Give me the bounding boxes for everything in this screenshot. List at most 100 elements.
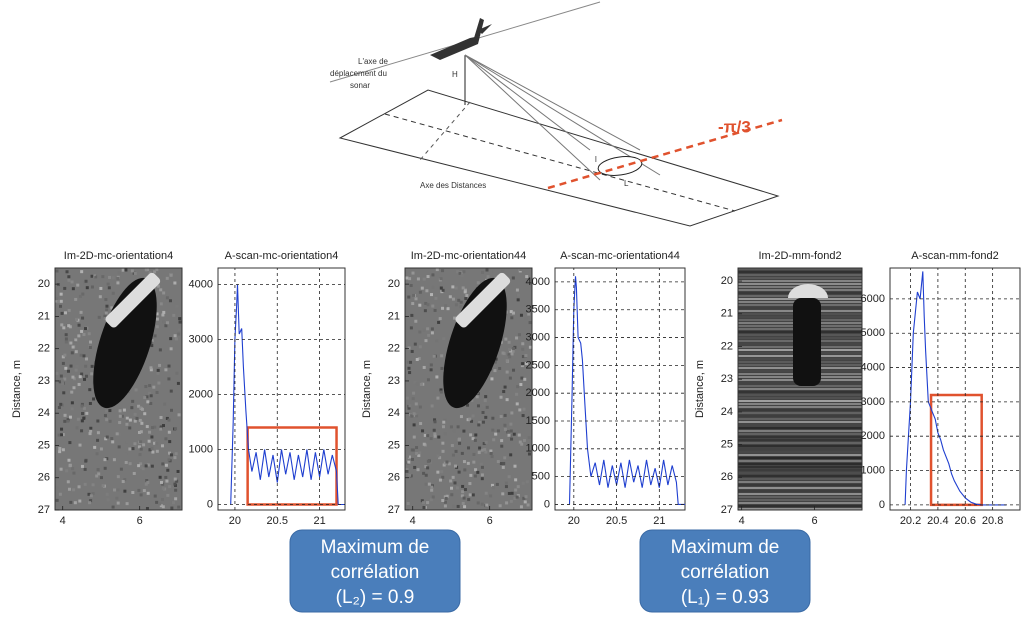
image-panel	[404, 267, 533, 511]
image-speckle	[143, 396, 147, 400]
image-speckle	[116, 488, 120, 492]
image-speckle	[80, 402, 84, 406]
image-speckle	[454, 286, 458, 290]
image-speckle	[491, 486, 495, 490]
image-speckle	[407, 455, 411, 459]
image-stripe	[738, 277, 862, 279]
image-speckle	[503, 423, 507, 427]
image-speckle	[524, 354, 528, 358]
image-stripe	[738, 394, 862, 396]
image-speckle	[144, 385, 148, 389]
image-speckle	[105, 492, 109, 496]
image-speckle	[148, 448, 152, 452]
image-speckle	[148, 430, 152, 434]
image-stripe	[738, 499, 862, 501]
image-speckle	[512, 432, 516, 436]
image-speckle	[498, 504, 502, 508]
image-speckle	[419, 422, 423, 426]
image-speckle	[124, 460, 128, 464]
image-speckle	[430, 327, 434, 331]
image-speckle	[94, 275, 98, 279]
image-speckle	[515, 392, 519, 396]
image-speckle	[504, 485, 508, 489]
sonar-diagram: L'axe de déplacement du sonar H Axe des …	[329, 1, 783, 227]
image-speckle	[83, 482, 87, 486]
image-speckle	[454, 303, 458, 307]
image-speckle	[472, 460, 476, 464]
image-speckle	[504, 337, 508, 341]
image-speckle	[89, 429, 93, 433]
image-speckle	[137, 404, 141, 408]
image-speckle	[90, 364, 94, 368]
image-speckle	[87, 492, 91, 496]
sonar-fin	[474, 18, 492, 38]
image-speckle	[97, 315, 101, 319]
y-tick-label: 24	[38, 407, 50, 419]
image-panel	[54, 267, 183, 511]
image-speckle	[163, 402, 167, 406]
image-speckle	[448, 295, 452, 299]
image-speckle	[420, 499, 424, 503]
image-speckle	[99, 447, 103, 451]
image-speckle	[133, 442, 137, 446]
image-speckle	[70, 407, 74, 411]
image-speckle	[412, 391, 416, 395]
image-speckle	[412, 435, 416, 439]
beam	[464, 54, 661, 176]
image-speckle	[73, 501, 77, 505]
image-stripe	[738, 448, 862, 450]
image-speckle	[139, 462, 143, 466]
image-speckle	[515, 495, 519, 499]
image-speckle	[502, 390, 506, 394]
image-speckle	[432, 428, 436, 432]
image-speckle	[519, 505, 523, 509]
image-stripe	[738, 445, 862, 447]
image-speckle	[150, 426, 154, 430]
image-speckle	[456, 270, 460, 274]
image-speckle	[108, 419, 112, 423]
y-tick-label: 5000	[861, 327, 885, 339]
image-speckle	[422, 501, 426, 505]
image-speckle	[80, 372, 84, 376]
image-speckle	[67, 487, 71, 491]
image-speckle	[507, 353, 511, 357]
image-speckle	[473, 438, 477, 442]
image-stripe	[738, 475, 862, 477]
image-speckle	[155, 312, 159, 316]
image-speckle	[168, 299, 172, 303]
image-speckle	[82, 416, 86, 420]
image-speckle	[443, 504, 447, 508]
image-speckle	[411, 448, 415, 452]
image-speckle	[411, 397, 415, 401]
image-stripe	[738, 430, 862, 432]
image-speckle	[75, 317, 79, 321]
image-speckle	[431, 495, 435, 499]
image-speckle	[422, 328, 426, 332]
y-tick-label: 22	[721, 340, 733, 352]
image-speckle	[408, 277, 412, 281]
image-speckle	[503, 427, 507, 431]
image-speckle	[70, 280, 74, 284]
callout-text: Maximum de	[321, 537, 430, 558]
image-speckle	[141, 467, 145, 471]
image-speckle	[89, 426, 93, 430]
image-speckle	[173, 334, 177, 338]
image-speckle	[405, 396, 409, 400]
image-speckle	[140, 421, 144, 425]
image-panel	[737, 267, 863, 511]
image-speckle	[80, 419, 84, 423]
image-speckle	[463, 288, 467, 292]
image-stripe	[738, 505, 862, 507]
image-speckle	[405, 276, 409, 280]
image-speckle	[95, 452, 99, 456]
y-tick-label: 4000	[526, 276, 550, 288]
plot-area	[217, 267, 346, 511]
image-speckle	[121, 268, 125, 272]
image-speckle	[436, 470, 440, 474]
y-tick-label: 27	[388, 504, 400, 516]
image-speckle	[103, 466, 107, 470]
image-speckle	[408, 404, 412, 408]
image-object	[788, 284, 828, 298]
image-speckle	[77, 382, 81, 386]
